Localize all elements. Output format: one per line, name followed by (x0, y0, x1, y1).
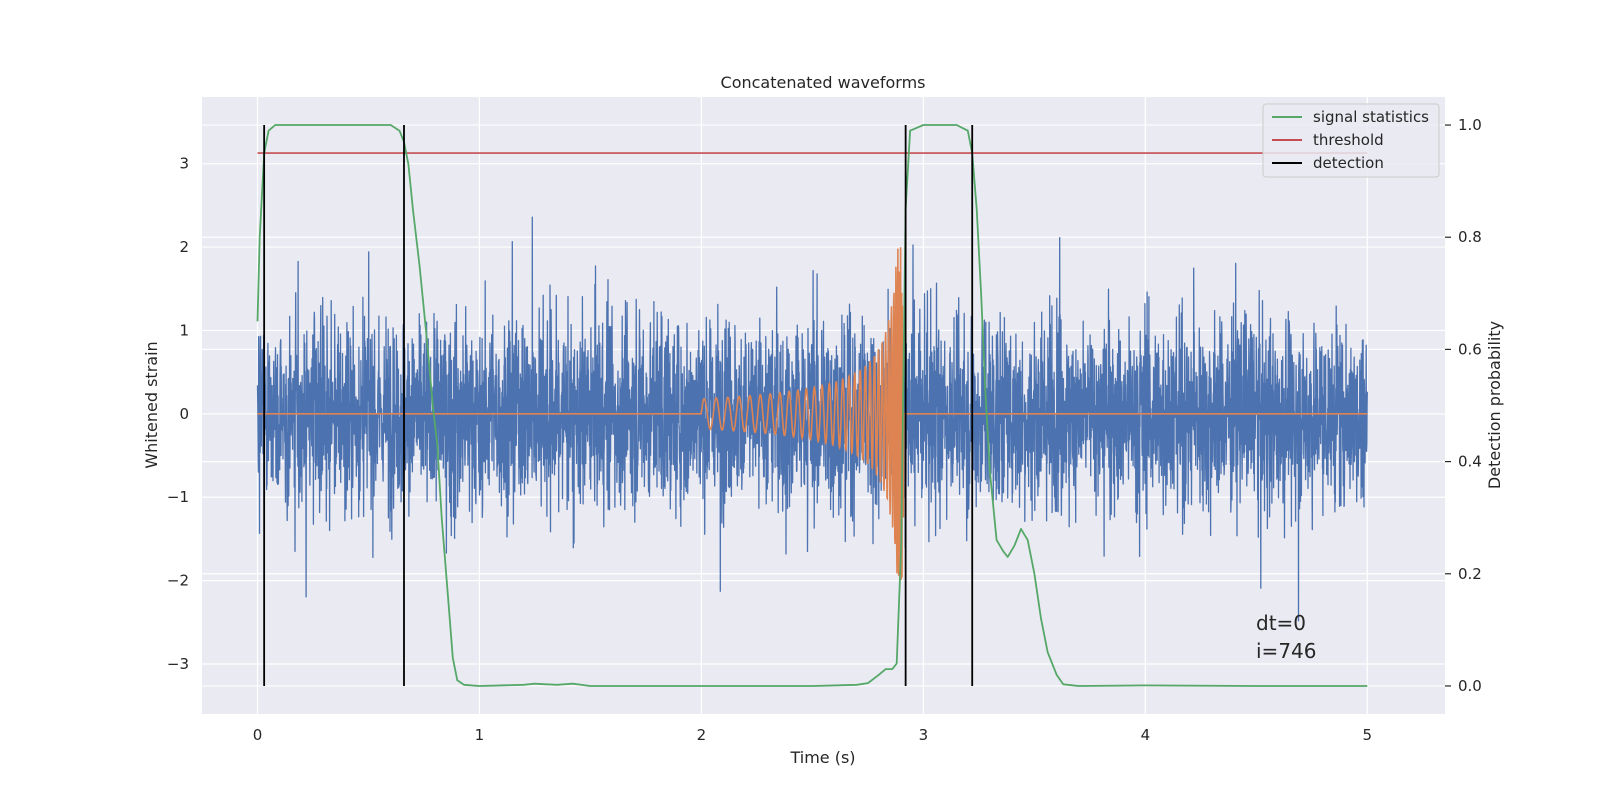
y-tick-label-2: −1 (167, 488, 189, 506)
x-tick-label-0: 0 (253, 726, 263, 744)
legend-label-signal-statistics: signal statistics (1313, 108, 1429, 126)
x-axis-label: Time (s) (789, 748, 855, 767)
y2-axis-label: Detection probability (1485, 321, 1504, 489)
series-injected-chirp (257, 247, 1368, 580)
legend-label-threshold: threshold (1313, 131, 1384, 149)
y-tick-label-0: −3 (167, 655, 189, 673)
y2-tick-label-2: 0.4 (1458, 453, 1482, 471)
x-tick-label-3: 3 (919, 726, 929, 744)
legend: signal statistics threshold detection (1262, 103, 1440, 178)
series-whitened-strain (256, 216, 1368, 622)
x-tick-label-5: 5 (1363, 726, 1373, 744)
y2-tick-label-4: 0.8 (1458, 228, 1482, 246)
x-tick-label-1: 1 (475, 726, 485, 744)
y2-tick-label-1: 0.2 (1458, 565, 1482, 583)
annotation-index: i=746 (1256, 639, 1317, 663)
y2-tick-label-0: 0.0 (1458, 677, 1482, 695)
y-tick-label-5: 2 (179, 238, 189, 256)
plot-area (256, 124, 1368, 687)
y-tick-label-3: 0 (179, 405, 189, 423)
y-tick-label-4: 1 (179, 321, 189, 339)
legend-box (1262, 103, 1440, 178)
y2-tick-label-3: 0.6 (1458, 340, 1482, 358)
y-axis-label: Whitened strain (142, 341, 161, 468)
chart-title: Concatenated waveforms (721, 73, 926, 92)
y-tick-label-1: −2 (167, 572, 189, 590)
y2-tick-label-5: 1.0 (1458, 116, 1482, 134)
axes-ticks: 0 1 2 3 4 5 −3 −2 −1 0 1 2 3 0.0 0.2 0.4 0.6 0.8 1.0 (167, 116, 1482, 744)
y-tick-label-6: 3 (179, 155, 189, 173)
annotation-dt: dt=0 (1256, 611, 1306, 635)
legend-label-detection: detection (1313, 154, 1384, 172)
series-signal-statistics (256, 124, 1368, 687)
x-tick-label-2: 2 (697, 726, 707, 744)
x-tick-label-4: 4 (1141, 726, 1151, 744)
